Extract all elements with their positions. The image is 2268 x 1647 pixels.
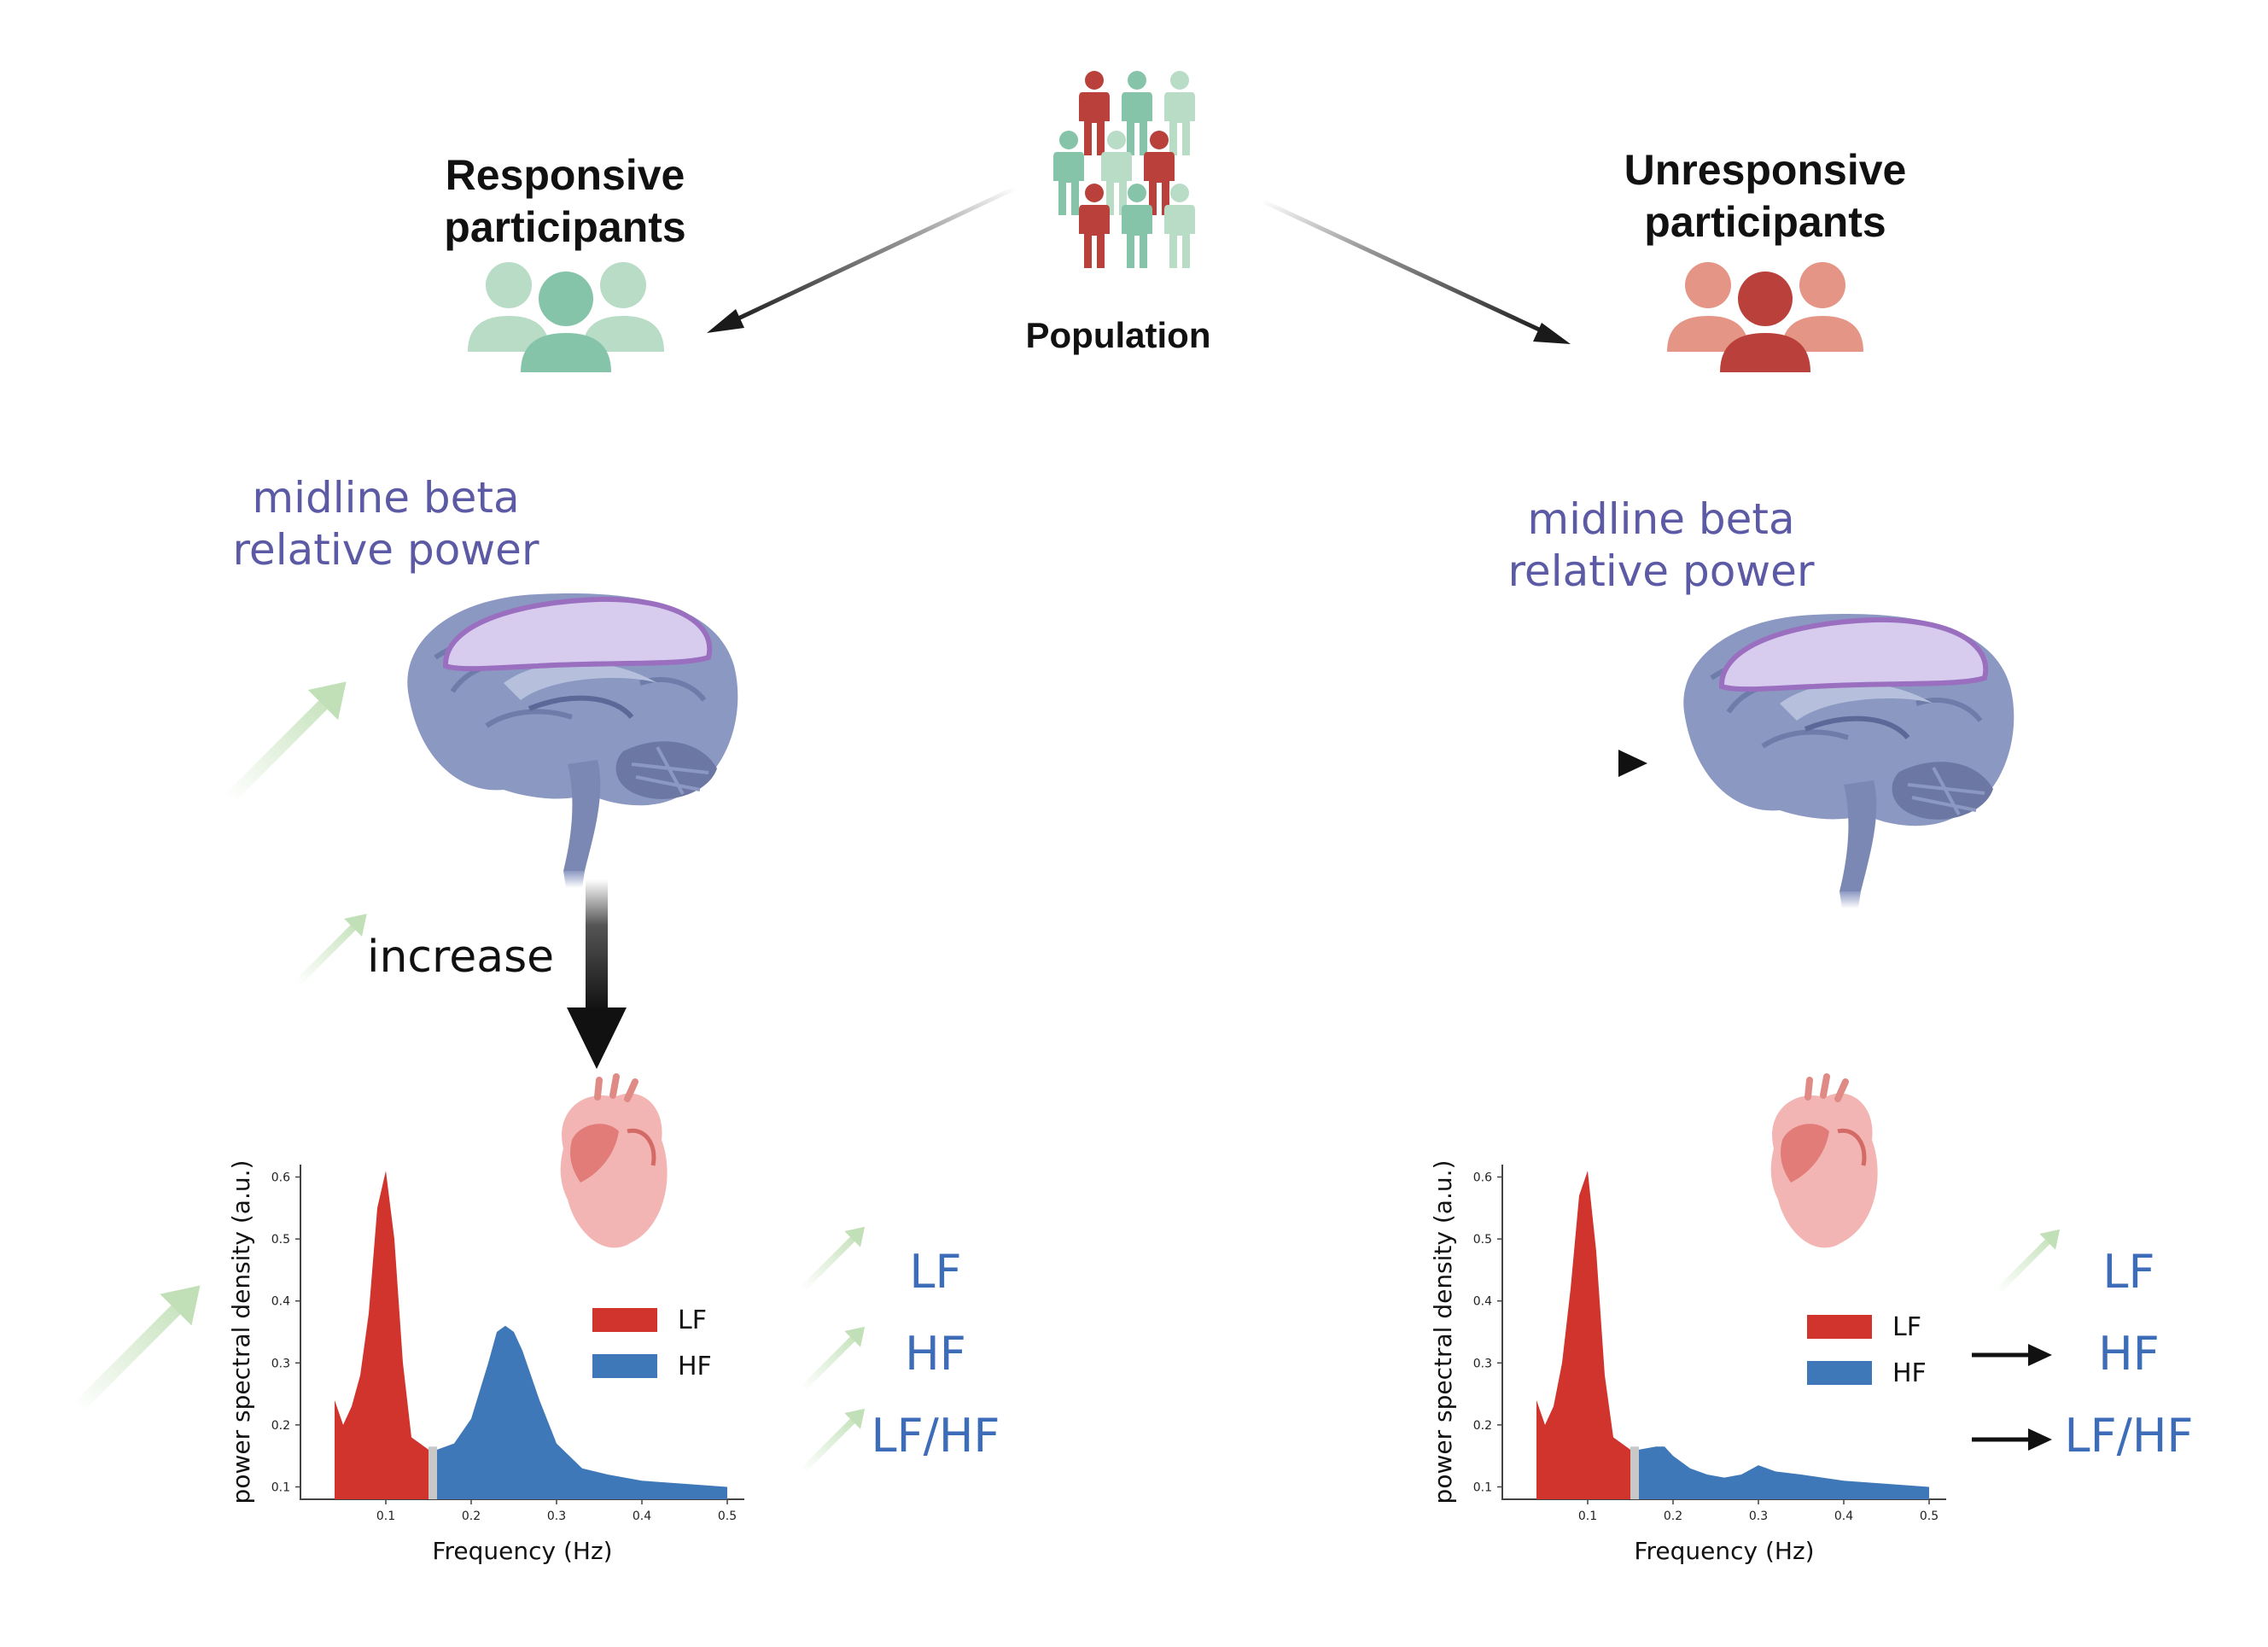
legend-swatch-lf bbox=[592, 1308, 657, 1332]
legend-label-hf: HF bbox=[678, 1352, 712, 1381]
legend-swatch-lf bbox=[1807, 1315, 1872, 1339]
hrv-labels-unresponsive: LF HF LF/HF bbox=[1972, 1229, 2194, 1463]
series-area-hf bbox=[437, 1325, 727, 1499]
x-tick-label: 0.4 bbox=[633, 1510, 651, 1523]
hrv-hf-label: HF bbox=[905, 1327, 966, 1381]
beta-label-right-line1: midline beta bbox=[1527, 494, 1794, 544]
population-label: Population bbox=[1026, 315, 1211, 355]
group-icon bbox=[468, 262, 664, 372]
hrv-lfhf-label: LF/HF bbox=[871, 1409, 1000, 1463]
arrow-to-responsive bbox=[707, 185, 1017, 333]
hrv-lf-label: LF bbox=[909, 1245, 961, 1299]
group-icon bbox=[1667, 262, 1863, 372]
trend-up-arrow-icon bbox=[229, 681, 347, 799]
trend-up-arrow-icon bbox=[802, 1409, 865, 1471]
y-tick-label: 0.1 bbox=[1473, 1481, 1492, 1494]
y-tick-label: 0.6 bbox=[1473, 1171, 1492, 1185]
arrow-to-unresponsive bbox=[1260, 198, 1571, 344]
x-tick-label: 0.5 bbox=[1920, 1510, 1939, 1523]
y-tick-label: 0.4 bbox=[1473, 1295, 1492, 1309]
band-gap bbox=[1630, 1446, 1639, 1499]
heart-icon bbox=[560, 1073, 668, 1248]
hrv-lf-label: LF bbox=[2102, 1245, 2154, 1299]
people-crowd-icon bbox=[1053, 71, 1195, 268]
x-tick-label: 0.4 bbox=[1834, 1510, 1853, 1523]
y-axis-label: power spectral density (a.u.) bbox=[1429, 1160, 1457, 1504]
y-axis-label: power spectral density (a.u.) bbox=[227, 1160, 255, 1504]
heart-icon bbox=[1770, 1073, 1878, 1248]
hrv-hf-label: HF bbox=[2098, 1327, 2160, 1381]
trend-up-arrow-icon bbox=[77, 1286, 200, 1409]
arrow-down-icon bbox=[567, 879, 627, 1069]
y-tick-label: 0.6 bbox=[271, 1171, 290, 1185]
x-tick-label: 0.2 bbox=[1664, 1510, 1682, 1523]
arrow-right-icon bbox=[1461, 750, 1647, 777]
y-tick-label: 0.5 bbox=[271, 1233, 290, 1247]
y-tick-label: 0.2 bbox=[271, 1419, 290, 1433]
trend-up-arrow-icon bbox=[802, 1227, 865, 1289]
series-area-hf bbox=[1639, 1446, 1929, 1499]
x-tick-label: 0.3 bbox=[547, 1510, 566, 1523]
psd-chart-unresponsive: 0.1 0.2 0.3 0.4 0.5 0.1 0.2 0.3 0.4 0.5 0.6 Frequen… bbox=[1429, 1160, 1946, 1565]
x-tick-label: 0.1 bbox=[1578, 1510, 1597, 1523]
y-tick-label: 0.3 bbox=[1473, 1357, 1492, 1370]
psd-chart-responsive: 0.1 0.2 0.3 0.4 0.5 0.1 0.2 0.3 0.4 0.5 0.6 Frequen… bbox=[227, 1160, 744, 1565]
beta-label-left-line2: relative power bbox=[232, 525, 539, 575]
arrow-right-icon bbox=[1972, 1428, 2052, 1451]
x-axis-label: Frequency (Hz) bbox=[432, 1537, 612, 1565]
beta-label-right-line2: relative power bbox=[1507, 546, 1814, 596]
legend-label-lf: LF bbox=[678, 1305, 707, 1335]
band-gap bbox=[429, 1446, 437, 1499]
increase-label: increase bbox=[367, 932, 554, 983]
legend-swatch-hf bbox=[1807, 1361, 1872, 1385]
brain-icon bbox=[407, 593, 738, 888]
trend-up-arrow-icon bbox=[297, 914, 367, 984]
responsive-title-line1: Responsive bbox=[446, 151, 685, 199]
brain-icon bbox=[1683, 613, 2014, 908]
responsive-title-line2: participants bbox=[444, 203, 685, 251]
y-tick-label: 0.4 bbox=[271, 1295, 290, 1309]
x-tick-label: 0.3 bbox=[1749, 1510, 1768, 1523]
y-tick-label: 0.2 bbox=[1473, 1419, 1492, 1433]
hrv-labels-responsive: LF HF LF/HF bbox=[802, 1227, 1000, 1471]
trend-up-arrow-icon bbox=[802, 1327, 865, 1389]
hrv-lfhf-label: LF/HF bbox=[2064, 1409, 2193, 1463]
series-area-lf bbox=[335, 1171, 429, 1499]
series-area-lf bbox=[1536, 1171, 1630, 1499]
arrow-right-icon bbox=[1972, 1344, 2052, 1366]
legend-label-lf: LF bbox=[1892, 1312, 1921, 1342]
y-tick-label: 0.1 bbox=[271, 1481, 290, 1494]
y-tick-label: 0.5 bbox=[1473, 1233, 1492, 1247]
x-tick-label: 0.1 bbox=[376, 1510, 395, 1523]
x-axis-label: Frequency (Hz) bbox=[1634, 1537, 1814, 1565]
unresponsive-title-line1: Unresponsive bbox=[1624, 146, 1907, 194]
x-tick-label: 0.2 bbox=[462, 1510, 481, 1523]
y-tick-label: 0.3 bbox=[271, 1357, 290, 1370]
unresponsive-title-line2: participants bbox=[1644, 198, 1886, 246]
legend-swatch-hf bbox=[592, 1354, 657, 1378]
x-tick-label: 0.5 bbox=[718, 1510, 737, 1523]
beta-label-left-line1: midline beta bbox=[252, 473, 519, 523]
trend-up-arrow-icon bbox=[1997, 1229, 2060, 1292]
legend-label-hf: HF bbox=[1892, 1358, 1927, 1388]
